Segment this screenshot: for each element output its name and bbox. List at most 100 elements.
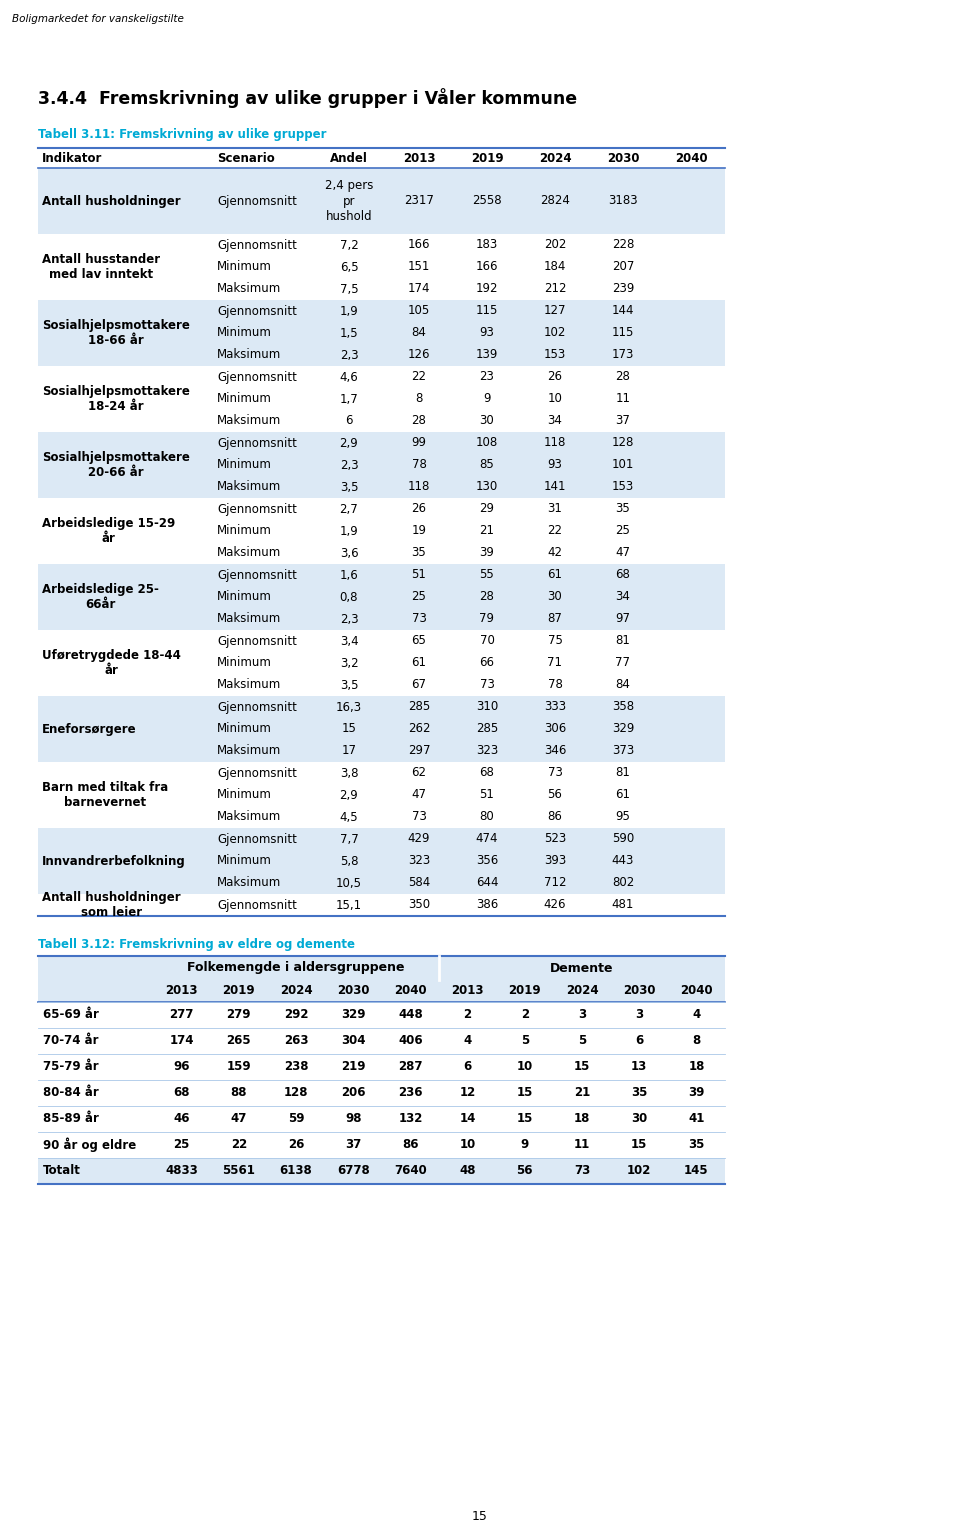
Text: 81: 81 xyxy=(615,634,631,648)
Text: 2030: 2030 xyxy=(337,984,370,998)
Text: 183: 183 xyxy=(476,238,498,252)
Text: 6,5: 6,5 xyxy=(340,260,358,274)
Text: Barn med tiltak fra
barnevernet: Barn med tiltak fra barnevernet xyxy=(42,781,168,808)
Text: 3,2: 3,2 xyxy=(340,657,358,669)
Text: Gjennomsnitt: Gjennomsnitt xyxy=(217,238,297,252)
Text: 2040: 2040 xyxy=(675,151,708,165)
Text: 93: 93 xyxy=(547,458,563,472)
Text: Folkemengde i aldersgruppene: Folkemengde i aldersgruppene xyxy=(187,961,405,975)
Text: 7,5: 7,5 xyxy=(340,283,358,295)
Text: 2,3: 2,3 xyxy=(340,613,358,625)
Text: 153: 153 xyxy=(612,480,635,494)
Text: 8: 8 xyxy=(692,1034,701,1048)
Text: 329: 329 xyxy=(341,1008,366,1022)
Text: 15: 15 xyxy=(516,1112,533,1126)
Text: 84: 84 xyxy=(412,327,426,339)
Text: Minimum: Minimum xyxy=(217,657,272,669)
Text: Arbeidsledige 15-29
år: Arbeidsledige 15-29 år xyxy=(42,516,176,545)
Text: 15: 15 xyxy=(472,1510,488,1523)
Text: 228: 228 xyxy=(612,238,635,252)
Text: 11: 11 xyxy=(574,1138,590,1152)
Text: 61: 61 xyxy=(547,568,563,582)
Text: 41: 41 xyxy=(688,1112,705,1126)
Text: 3,4: 3,4 xyxy=(340,634,358,648)
Text: Scenario: Scenario xyxy=(217,151,275,165)
Text: 68: 68 xyxy=(615,568,631,582)
Text: 25: 25 xyxy=(174,1138,190,1152)
Text: 51: 51 xyxy=(480,788,494,802)
Text: 3.4.4  Fremskrivning av ulike grupper i Våler kommune: 3.4.4 Fremskrivning av ulike grupper i V… xyxy=(38,89,577,108)
Text: 4,5: 4,5 xyxy=(340,810,358,824)
Text: Boligmarkedet for vanskeligstilte: Boligmarkedet for vanskeligstilte xyxy=(12,14,184,24)
Text: 21: 21 xyxy=(574,1086,590,1100)
Text: 39: 39 xyxy=(480,547,494,559)
Text: 285: 285 xyxy=(476,723,498,735)
Text: 80-84 år: 80-84 år xyxy=(43,1086,99,1100)
Text: 61: 61 xyxy=(615,788,631,802)
Text: 30: 30 xyxy=(480,414,494,428)
Text: 481: 481 xyxy=(612,898,635,912)
Text: 101: 101 xyxy=(612,458,635,472)
Text: 238: 238 xyxy=(284,1060,308,1074)
Bar xyxy=(38,894,725,915)
Bar xyxy=(38,432,725,498)
Text: Maksimum: Maksimum xyxy=(217,480,281,494)
Text: 85-89 år: 85-89 år xyxy=(43,1112,99,1126)
Text: 22: 22 xyxy=(412,370,426,384)
Text: 474: 474 xyxy=(476,833,498,845)
Text: 73: 73 xyxy=(574,1164,590,1178)
Bar xyxy=(38,1158,725,1184)
Text: 2,9: 2,9 xyxy=(340,788,358,802)
Text: 28: 28 xyxy=(480,590,494,604)
Text: Antall husholdninger: Antall husholdninger xyxy=(42,194,180,208)
Text: 39: 39 xyxy=(688,1086,705,1100)
Text: 153: 153 xyxy=(544,348,566,362)
Text: Sosialhjelpsmottakere
20-66 år: Sosialhjelpsmottakere 20-66 år xyxy=(42,451,190,478)
Text: 48: 48 xyxy=(459,1164,476,1178)
Text: Gjennomsnitt: Gjennomsnitt xyxy=(217,568,297,582)
Text: 265: 265 xyxy=(227,1034,252,1048)
Text: 15: 15 xyxy=(631,1138,647,1152)
Text: 47: 47 xyxy=(615,547,631,559)
Text: 126: 126 xyxy=(408,348,430,362)
Text: 37: 37 xyxy=(345,1138,361,1152)
Text: 0,8: 0,8 xyxy=(340,590,358,604)
Text: 70: 70 xyxy=(480,634,494,648)
Text: 2019: 2019 xyxy=(223,984,255,998)
Text: 25: 25 xyxy=(412,590,426,604)
Text: 192: 192 xyxy=(476,283,498,295)
Text: 26: 26 xyxy=(412,503,426,515)
Text: 10: 10 xyxy=(516,1060,533,1074)
Text: Gjennomsnitt: Gjennomsnitt xyxy=(217,503,297,515)
Text: 202: 202 xyxy=(543,238,566,252)
Text: 118: 118 xyxy=(408,480,430,494)
Text: 34: 34 xyxy=(615,590,631,604)
Text: 7,7: 7,7 xyxy=(340,833,358,845)
Text: 25: 25 xyxy=(615,524,631,538)
Text: 68: 68 xyxy=(174,1086,190,1100)
Text: 350: 350 xyxy=(408,898,430,912)
Text: Maksimum: Maksimum xyxy=(217,613,281,625)
Text: 26: 26 xyxy=(288,1138,304,1152)
Text: 262: 262 xyxy=(408,723,430,735)
Text: 55: 55 xyxy=(480,568,494,582)
Text: 68: 68 xyxy=(480,767,494,779)
Text: 47: 47 xyxy=(412,788,426,802)
Text: 46: 46 xyxy=(174,1112,190,1126)
Text: 6138: 6138 xyxy=(279,1164,312,1178)
Text: Antall husstander
med lav inntekt: Antall husstander med lav inntekt xyxy=(42,254,160,281)
Text: Uføretrygdede 18-44
år: Uføretrygdede 18-44 år xyxy=(42,649,180,677)
Text: Sosialhjelpsmottakere
18-24 år: Sosialhjelpsmottakere 18-24 år xyxy=(42,385,190,413)
Text: 115: 115 xyxy=(476,304,498,318)
Text: Maksimum: Maksimum xyxy=(217,744,281,758)
Text: Andel: Andel xyxy=(330,151,368,165)
Text: Gjennomsnitt: Gjennomsnitt xyxy=(217,194,297,208)
Text: 7,2: 7,2 xyxy=(340,238,358,252)
Text: 127: 127 xyxy=(543,304,566,318)
Text: 79: 79 xyxy=(479,613,494,625)
Text: 128: 128 xyxy=(612,437,635,449)
Text: 22: 22 xyxy=(547,524,563,538)
Text: 128: 128 xyxy=(284,1086,308,1100)
Text: 306: 306 xyxy=(544,723,566,735)
Text: 5: 5 xyxy=(520,1034,529,1048)
